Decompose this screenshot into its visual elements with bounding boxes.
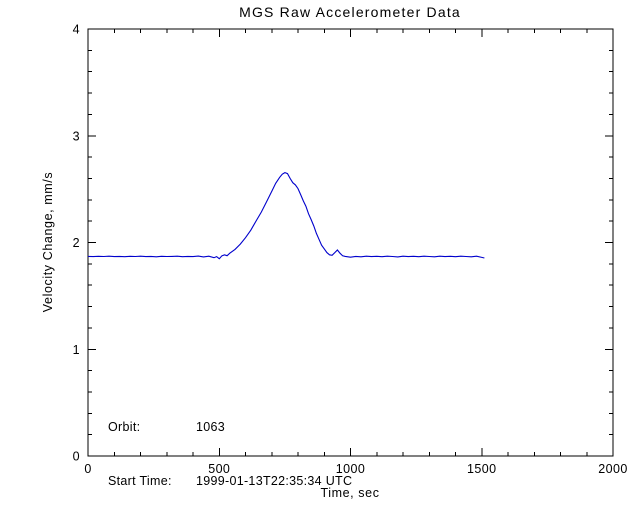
y-tick-label: 4 xyxy=(73,23,80,37)
annotation-row-start-time: Start Time: 1999-01-13T22:35:34 UTC xyxy=(108,472,352,490)
x-tick-label: 1000 xyxy=(336,462,365,476)
y-tick-label: 3 xyxy=(73,129,80,143)
y-tick-label: 0 xyxy=(73,450,80,464)
x-tick-label: 2000 xyxy=(598,462,627,476)
annotation-block: Orbit: 1063 Start Time: 1999-01-13T22:35… xyxy=(108,382,352,512)
axis-ticks xyxy=(87,28,614,457)
chart-title: MGS Raw Accelerometer Data xyxy=(239,4,461,20)
tick-labels: 0 500 1000 1500 2000 0 1 2 3 4 xyxy=(73,23,628,477)
start-time-value: 1999-01-13T22:35:34 UTC xyxy=(196,474,353,488)
orbit-value: 1063 xyxy=(196,420,226,434)
annotation-row-orbit: Orbit: 1063 xyxy=(108,418,352,436)
y-axis-label: Velocity Change, mm/s xyxy=(41,172,55,312)
x-tick-label: 500 xyxy=(208,462,230,476)
velocity_change-line xyxy=(87,171,485,260)
x-tick-label: 1500 xyxy=(467,462,496,476)
y-tick-label: 2 xyxy=(73,236,80,250)
x-tick-label: 0 xyxy=(84,462,91,476)
y-tick-label: 1 xyxy=(73,343,80,357)
start-time-label: Start Time: xyxy=(108,474,172,488)
data-series xyxy=(87,171,485,260)
orbit-label: Orbit: xyxy=(108,420,141,434)
x-axis-label: Time, sec xyxy=(320,486,379,500)
